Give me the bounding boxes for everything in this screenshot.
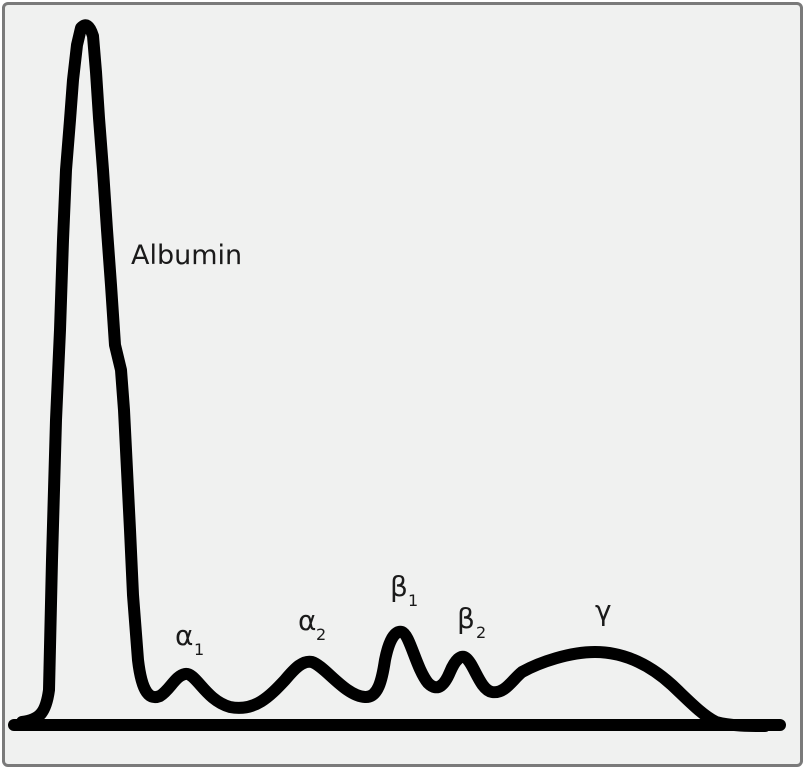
alpha1-subscript: 1 <box>194 640 204 659</box>
beta1-label: β <box>390 570 408 603</box>
beta2-label: β <box>457 602 475 635</box>
alpha2-label: α <box>298 604 316 637</box>
gamma-label: γ <box>595 594 612 627</box>
alpha2-subscript: 2 <box>316 625 326 644</box>
beta1-subscript: 1 <box>408 591 418 610</box>
alpha1-label: α <box>175 619 193 652</box>
beta2-subscript: 2 <box>476 623 486 642</box>
electrophoresis-curve <box>16 19 771 732</box>
albumin-label: Albumin <box>131 240 242 271</box>
